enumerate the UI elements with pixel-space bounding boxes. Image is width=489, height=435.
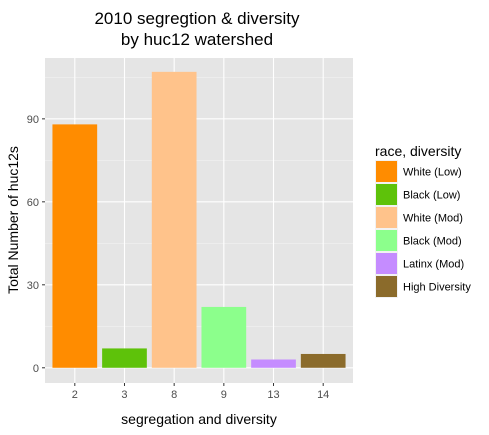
bar-13 [251, 359, 296, 367]
legend-label: Latinx (Mod) [403, 259, 464, 271]
x-tick-label: 13 [267, 389, 279, 401]
x-tick-label: 14 [317, 389, 329, 401]
legend-swatch [376, 161, 397, 182]
legend-label: Black (Low) [403, 190, 460, 202]
y-tick-label: 60 [27, 197, 39, 209]
chart-title-line-2: by huc12 watershed [121, 30, 273, 49]
chart-title-line-1: 2010 segregtion & diversity [94, 9, 300, 28]
bar-9 [201, 307, 246, 368]
legend-swatch [376, 253, 397, 274]
legend-label: White (Low) [403, 167, 462, 179]
legend-swatch [376, 184, 397, 205]
y-tick-label: 90 [27, 114, 39, 126]
y-axis: 0 30 60 90 [27, 114, 45, 375]
y-tick-label: 30 [27, 280, 39, 292]
y-tick-label: 0 [33, 363, 39, 375]
x-tick-label: 9 [221, 389, 227, 401]
bar-2 [52, 124, 97, 367]
x-tick-label: 3 [121, 389, 127, 401]
legend-swatch [376, 207, 397, 228]
legend-label: High Diversity [403, 282, 471, 294]
legend-label: Black (Mod) [403, 236, 462, 248]
x-tick-label: 2 [72, 389, 78, 401]
legend-title: race, diversity [375, 143, 461, 159]
x-axis-title: segregation and diversity [121, 411, 277, 427]
y-axis-title: Total Number of huc12s [5, 146, 21, 294]
x-axis: 2 3 8 9 13 14 [72, 383, 330, 401]
bar-3 [102, 348, 147, 367]
bar-14 [301, 354, 346, 368]
legend: race, diversity White (Low) Black (Low) Wh… [375, 143, 471, 298]
legend-swatch [376, 276, 397, 297]
legend-label: White (Mod) [403, 213, 463, 225]
bar-8 [152, 72, 197, 368]
legend-swatch [376, 230, 397, 251]
x-tick-label: 8 [171, 389, 177, 401]
